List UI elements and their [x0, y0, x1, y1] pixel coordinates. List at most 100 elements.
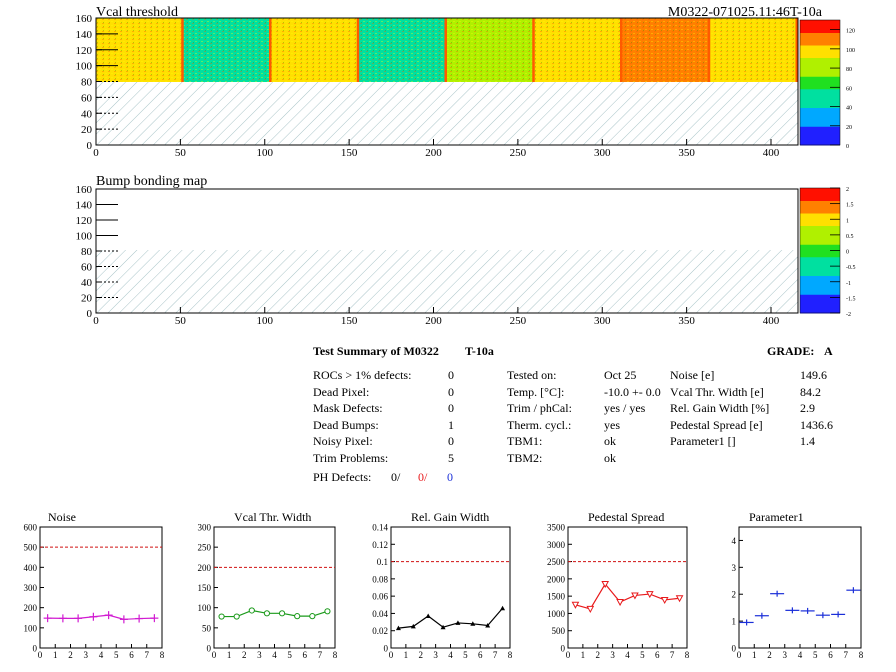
summary-test-label: T-10a	[465, 344, 494, 358]
palette-swatch	[800, 123, 840, 127]
palette-swatch	[800, 63, 840, 68]
palette-swatch	[800, 26, 840, 30]
trend-x-tick: 7	[844, 650, 849, 658]
trend-y-tick: 300	[198, 523, 212, 533]
ph-defects-value-1: 0/	[391, 470, 401, 484]
palette-swatch	[800, 244, 840, 248]
palette-swatch	[800, 241, 840, 245]
palette-swatch	[800, 88, 840, 93]
trend-point	[74, 614, 83, 623]
condition-value: ok	[604, 434, 616, 448]
trend-point	[218, 613, 225, 620]
trend-point	[104, 611, 113, 620]
palette-swatch	[800, 135, 840, 140]
trend-x-tick: 6	[655, 650, 660, 658]
palette-swatch	[800, 253, 840, 258]
trend-point	[294, 613, 301, 620]
metric-value: 1.4	[800, 434, 815, 448]
trend-x-tick: 4	[272, 650, 277, 658]
palette-swatch	[800, 82, 840, 87]
trend-x-tick: 3	[610, 650, 615, 658]
palette-swatch	[800, 291, 840, 295]
palette-tick: 1	[846, 218, 849, 224]
palette-swatch	[800, 222, 840, 226]
metric-label: Noise [e]	[670, 368, 715, 382]
trend-y-tick: 0.08	[372, 574, 388, 584]
trend-point	[631, 592, 639, 600]
trend-x-tick: 3	[433, 650, 438, 658]
palette-swatch	[800, 266, 840, 270]
vcal-threshold-map: 0 50 100 150 200 250 300 350 4000204060801001201…	[76, 15, 856, 159]
trend-point	[754, 612, 769, 619]
palette-swatch	[800, 191, 840, 195]
defect-value: 5	[448, 450, 454, 465]
metric-label: Parameter1 []	[670, 434, 736, 448]
trend-x-tick: 1	[227, 650, 232, 658]
palette-swatch	[800, 188, 840, 192]
condition-value: yes	[604, 417, 620, 432]
defect-value: 0	[448, 434, 454, 448]
trend-chart-5: Parameter1 0 1 2 3 4 0 1 2 3 4 5 6 7 8	[732, 510, 864, 658]
palette-swatch	[800, 38, 840, 43]
trend-y-tick: 0.04	[372, 609, 388, 619]
palette-swatch	[800, 228, 840, 233]
palette-swatch	[800, 284, 840, 289]
palette-swatch	[800, 20, 840, 24]
palette-swatch	[800, 91, 840, 96]
condition-value: Oct 25	[604, 368, 637, 382]
trend-y-tick: 0	[561, 644, 566, 654]
palette-tick: -2	[846, 312, 851, 318]
map-x-tick: 400	[763, 315, 780, 327]
trend-plot-frame	[390, 526, 511, 649]
trend-point	[660, 596, 669, 604]
trend-y-tick: 100	[198, 603, 212, 613]
trend-chart-title: Pedestal Spread	[588, 510, 664, 524]
defect-label: Dead Pixel:	[313, 384, 370, 399]
trend-x-tick: 6	[478, 650, 483, 658]
trend-point	[470, 621, 476, 626]
palette-swatch	[800, 259, 840, 264]
map-y-tick: 140	[76, 200, 93, 212]
map-x-tick: 200	[425, 315, 442, 327]
map-y-tick: 160	[76, 184, 93, 196]
palette-swatch	[800, 113, 840, 118]
map-x-tick: 50	[175, 315, 187, 327]
trend-y-tick: 0.06	[372, 592, 388, 602]
trend-y-tick: 500	[552, 626, 566, 636]
trend-x-tick: 5	[640, 650, 645, 658]
trend-x-tick: 7	[318, 650, 323, 658]
defect-value: 0	[448, 368, 454, 382]
metric-label: Vcal Thr. Width [e]	[670, 384, 764, 399]
palette-swatch	[800, 35, 840, 40]
grade-label: GRADE:	[767, 344, 815, 358]
palette-swatch	[800, 132, 840, 137]
palette-tick: 0.5	[846, 234, 854, 240]
palette-swatch	[800, 41, 840, 46]
summary-title: Test Summary of M0322	[313, 344, 439, 358]
defect-label: Dead Bumps:	[313, 417, 379, 432]
grade-value: A	[824, 344, 833, 358]
trend-y-tick: 600	[24, 523, 38, 533]
palette-tick: 40	[846, 106, 852, 112]
map-y-tick: 20	[81, 124, 93, 136]
trend-x-tick: 3	[783, 650, 788, 658]
trend-x-tick: 2	[767, 650, 772, 658]
palette-swatch	[800, 110, 840, 115]
map-x-tick: 300	[594, 147, 611, 159]
defect-value: 0	[448, 384, 454, 399]
palette-tick: 0	[846, 250, 849, 256]
map-y-tick: 60	[81, 262, 93, 274]
palette-swatch	[800, 238, 840, 242]
palette-tick: -0.5	[846, 265, 856, 271]
palette-swatch	[800, 263, 840, 267]
palette-tick: -1.5	[846, 296, 856, 302]
trend-y-tick: 3500	[547, 523, 566, 533]
map-y-tick: 20	[81, 293, 93, 305]
trend-point	[485, 623, 491, 628]
palette-swatch	[800, 101, 840, 105]
map-y-tick: 100	[76, 61, 93, 73]
trend-y-tick: 150	[198, 583, 212, 593]
palette-swatch	[800, 141, 840, 146]
palette-tick: 100	[846, 48, 855, 54]
bump-map-title: Bump bonding map	[96, 174, 208, 189]
